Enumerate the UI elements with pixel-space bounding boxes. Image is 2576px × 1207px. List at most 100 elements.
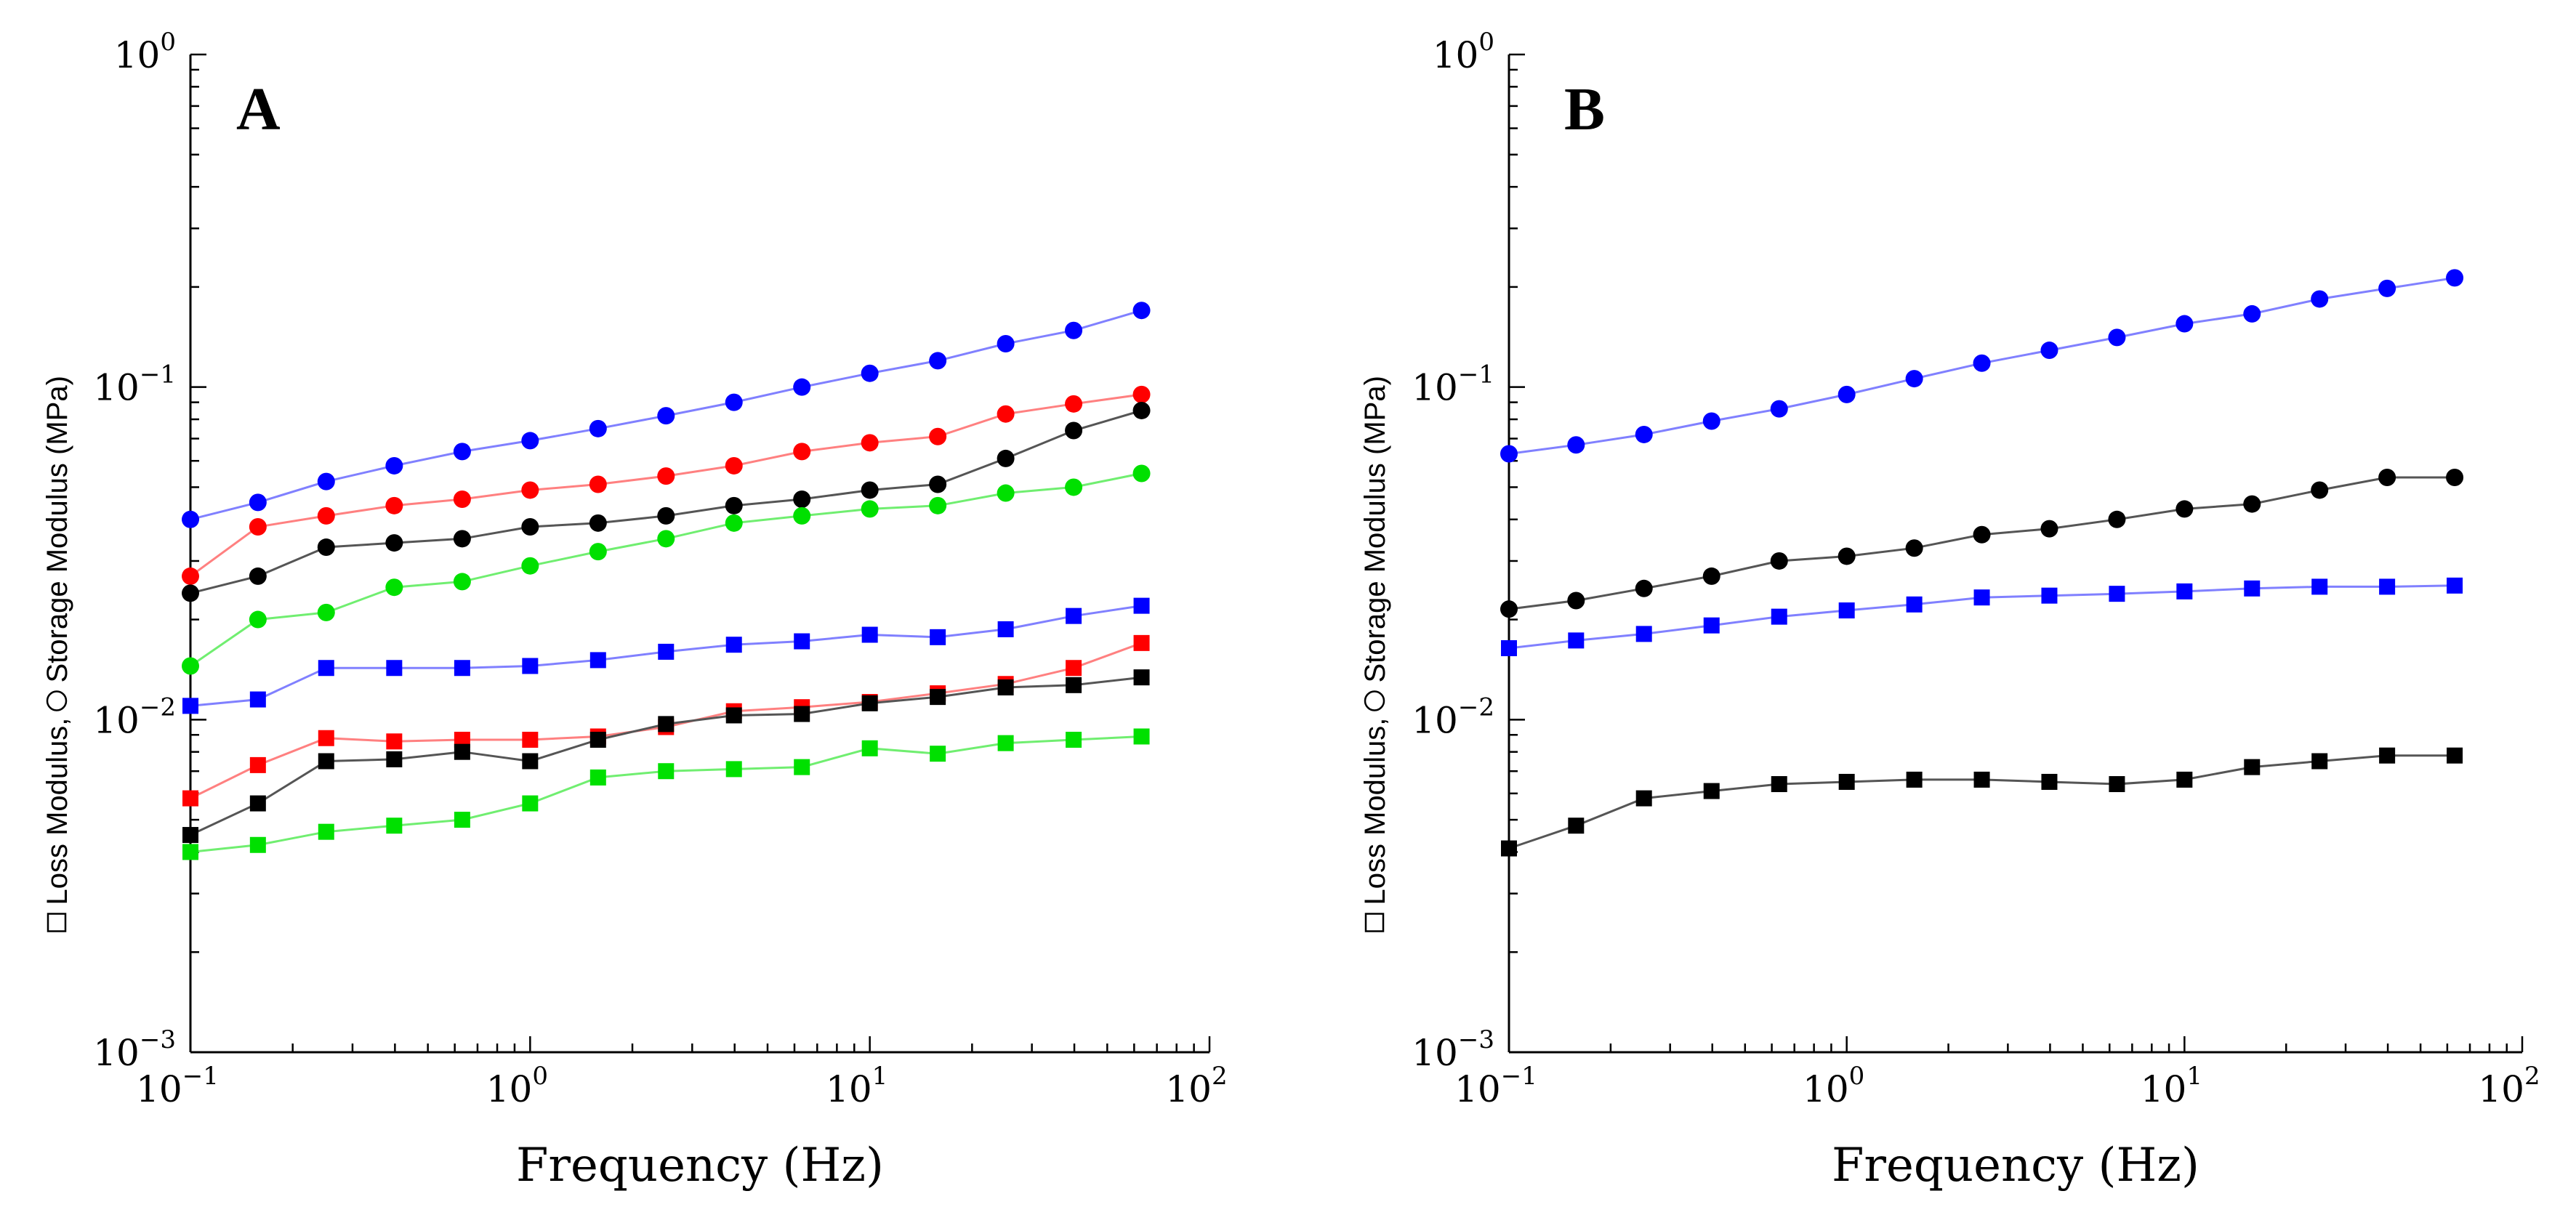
data-point (793, 491, 811, 509)
data-point (793, 443, 811, 461)
data-point (1567, 436, 1585, 454)
x-axis-label: Frequency (Hz) (516, 1139, 884, 1192)
data-point (1702, 412, 1720, 430)
data-point (182, 698, 198, 714)
data-point (2447, 577, 2463, 594)
x-tick-label: 102 (1165, 1062, 1227, 1110)
y-axis-label-storage: Storage Modulus (MPa) (41, 376, 73, 682)
data-point (1065, 421, 1083, 440)
data-point (794, 633, 810, 650)
storage-legend-circle-icon (46, 690, 68, 711)
data-point (1132, 401, 1151, 419)
data-point (1568, 632, 1585, 649)
x-axis-label: Frequency (Hz) (1832, 1139, 2199, 1192)
data-point (522, 732, 539, 748)
series-black-storage (1500, 468, 2464, 618)
data-point (1568, 818, 1585, 834)
series-blue-storage (182, 302, 1151, 528)
data-point (997, 405, 1015, 423)
y-axis-label: Loss Modulus, Storage Modulus (MPa) (1359, 376, 1391, 932)
data-point (725, 496, 743, 514)
data-point (997, 484, 1015, 502)
data-point (386, 751, 403, 767)
data-point (182, 790, 198, 807)
y-axis-label-storage: Storage Modulus (MPa) (1359, 376, 1391, 682)
data-point (453, 491, 471, 509)
data-point (997, 335, 1015, 353)
y-tick-label: 10−1 (1412, 360, 1494, 409)
y-tick-label: 100 (1433, 28, 1494, 76)
data-point (249, 567, 267, 585)
data-point (2244, 759, 2261, 775)
data-point (2311, 290, 2329, 308)
x-tick-label: 10−1 (1454, 1062, 1537, 1110)
data-point (385, 578, 403, 597)
data-point (2109, 586, 2125, 602)
series-green-loss (182, 728, 1150, 860)
data-point (589, 732, 606, 748)
data-point (182, 827, 198, 844)
data-point (725, 393, 743, 411)
data-point (318, 823, 334, 840)
data-point (2108, 510, 2126, 528)
data-point (249, 795, 266, 812)
data-point (385, 534, 403, 552)
data-point (318, 660, 334, 677)
data-point (861, 695, 878, 711)
data-point (521, 557, 539, 575)
data-point (249, 517, 267, 536)
data-point (453, 530, 471, 548)
series-blue-storage (1500, 269, 2464, 463)
data-point (453, 443, 471, 461)
x-tick-label: 101 (2141, 1062, 2202, 1110)
data-point (929, 496, 947, 514)
x-tick-label: 102 (2478, 1062, 2540, 1110)
data-point (657, 407, 675, 425)
data-point (1635, 425, 1653, 443)
data-point (1838, 602, 1855, 619)
data-point (1770, 552, 1788, 570)
data-point (317, 603, 335, 621)
data-point (929, 427, 947, 445)
series-red-storage (182, 385, 1151, 585)
data-point (1771, 608, 1787, 625)
data-point (657, 467, 675, 485)
data-point (1905, 370, 1923, 388)
data-point (725, 761, 742, 778)
series-blue-loss (182, 597, 1150, 714)
data-point (657, 530, 675, 548)
y-tick-label: 10−3 (93, 1025, 176, 1074)
data-point (997, 735, 1014, 751)
data-point (657, 506, 675, 525)
data-point (2446, 269, 2464, 287)
data-point (725, 514, 743, 532)
data-point (997, 679, 1014, 695)
data-point (2311, 753, 2328, 770)
data-point (1501, 640, 1517, 657)
data-point (2244, 580, 2261, 597)
data-point (1906, 771, 1923, 788)
data-point (2311, 578, 2328, 595)
data-point (1500, 445, 1518, 463)
data-point (2378, 279, 2396, 297)
data-point (2176, 583, 2193, 600)
data-point (1066, 732, 1082, 748)
data-point (1066, 607, 1082, 624)
x-tick-label: 100 (486, 1062, 548, 1110)
data-point (1703, 617, 1720, 634)
data-point (2379, 578, 2396, 595)
data-point (1771, 776, 1787, 793)
data-point (930, 689, 946, 706)
data-point (249, 691, 266, 708)
data-point (589, 543, 607, 561)
data-point (385, 456, 403, 475)
data-point (1132, 302, 1151, 320)
data-point (1973, 354, 1991, 372)
data-point (997, 449, 1015, 467)
data-point (521, 481, 539, 499)
data-point (2176, 771, 2193, 788)
data-point (589, 652, 606, 669)
data-point (1973, 589, 1990, 606)
data-point (2175, 315, 2194, 333)
